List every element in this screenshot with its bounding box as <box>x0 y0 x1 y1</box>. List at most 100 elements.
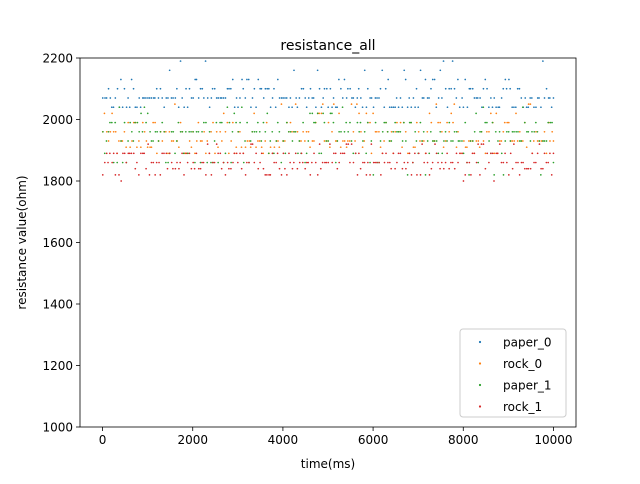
data-point <box>332 121 335 124</box>
data-point <box>167 152 169 155</box>
data-point <box>176 87 178 90</box>
data-point <box>143 130 146 133</box>
data-point <box>547 121 550 124</box>
data-point <box>401 167 404 170</box>
data-point <box>307 130 310 133</box>
data-point <box>305 152 308 155</box>
data-point <box>399 97 402 99</box>
data-point <box>441 97 443 99</box>
series-rock_1 <box>101 143 555 182</box>
y-tick-label: 2200 <box>42 52 73 66</box>
data-point <box>332 97 335 99</box>
data-point <box>211 161 214 164</box>
data-point <box>138 130 141 133</box>
data-point <box>150 140 153 142</box>
data-point <box>166 167 169 170</box>
data-point <box>161 121 164 124</box>
data-point <box>453 103 456 105</box>
data-point <box>410 121 412 124</box>
data-point <box>110 106 113 109</box>
data-point <box>469 87 472 90</box>
data-point <box>437 97 440 99</box>
data-point <box>145 167 147 170</box>
data-point <box>374 161 377 164</box>
data-point <box>131 140 133 142</box>
data-point <box>379 87 382 90</box>
data-point <box>217 97 220 99</box>
data-point <box>289 130 292 133</box>
data-point <box>282 97 284 99</box>
data-point <box>369 97 371 99</box>
data-point <box>168 152 171 155</box>
data-point <box>457 140 460 142</box>
data-point <box>345 143 348 145</box>
data-point <box>376 97 378 99</box>
data-point <box>408 121 411 124</box>
data-point <box>419 121 422 124</box>
data-point <box>520 161 523 164</box>
data-point <box>107 140 110 142</box>
data-point <box>195 130 198 133</box>
data-point <box>175 140 178 142</box>
data-point <box>527 103 530 105</box>
data-point <box>103 161 106 164</box>
data-point <box>385 121 387 124</box>
data-point <box>533 161 535 164</box>
data-point <box>488 130 490 133</box>
data-point <box>410 174 413 176</box>
data-point <box>479 174 481 176</box>
data-point <box>488 161 490 164</box>
data-point <box>517 130 519 133</box>
y-tick-label: 1800 <box>42 175 73 189</box>
data-point <box>271 97 274 99</box>
data-point <box>502 130 505 133</box>
data-point <box>121 106 124 109</box>
data-point <box>489 112 492 115</box>
data-point <box>156 130 159 133</box>
data-point <box>143 97 145 99</box>
data-point <box>464 78 467 81</box>
data-point <box>534 161 537 164</box>
data-point <box>258 140 261 142</box>
data-point <box>475 161 478 164</box>
data-point <box>199 167 202 170</box>
data-point <box>112 106 115 109</box>
data-point <box>511 106 514 109</box>
data-point <box>357 87 360 90</box>
data-point <box>101 174 104 176</box>
data-point <box>132 121 135 124</box>
data-point <box>146 146 149 149</box>
data-point <box>194 78 197 81</box>
legend-box <box>459 328 567 418</box>
data-point <box>280 103 283 105</box>
data-point <box>529 167 532 170</box>
data-point <box>172 130 175 133</box>
data-point <box>312 97 315 99</box>
data-point <box>145 121 147 124</box>
data-point <box>152 121 154 124</box>
data-point <box>531 130 533 133</box>
data-point <box>504 78 507 81</box>
data-point <box>271 130 274 133</box>
data-point <box>336 140 339 142</box>
data-point <box>291 140 294 142</box>
data-point <box>475 140 478 142</box>
legend-marker-paper_1 <box>478 383 482 387</box>
data-point <box>260 146 263 149</box>
data-point <box>381 152 384 155</box>
data-point <box>490 97 492 99</box>
data-point <box>540 106 542 109</box>
data-point <box>535 130 537 133</box>
data-point <box>458 106 461 109</box>
data-point <box>347 130 350 133</box>
data-point <box>241 78 243 81</box>
data-point <box>181 130 184 133</box>
data-point <box>227 152 230 155</box>
x-tick-label: 4000 <box>268 433 299 447</box>
data-point <box>477 140 480 142</box>
data-point <box>231 121 234 124</box>
data-point <box>107 161 109 164</box>
data-point <box>442 60 445 62</box>
data-point <box>392 106 395 109</box>
data-point <box>179 130 182 133</box>
